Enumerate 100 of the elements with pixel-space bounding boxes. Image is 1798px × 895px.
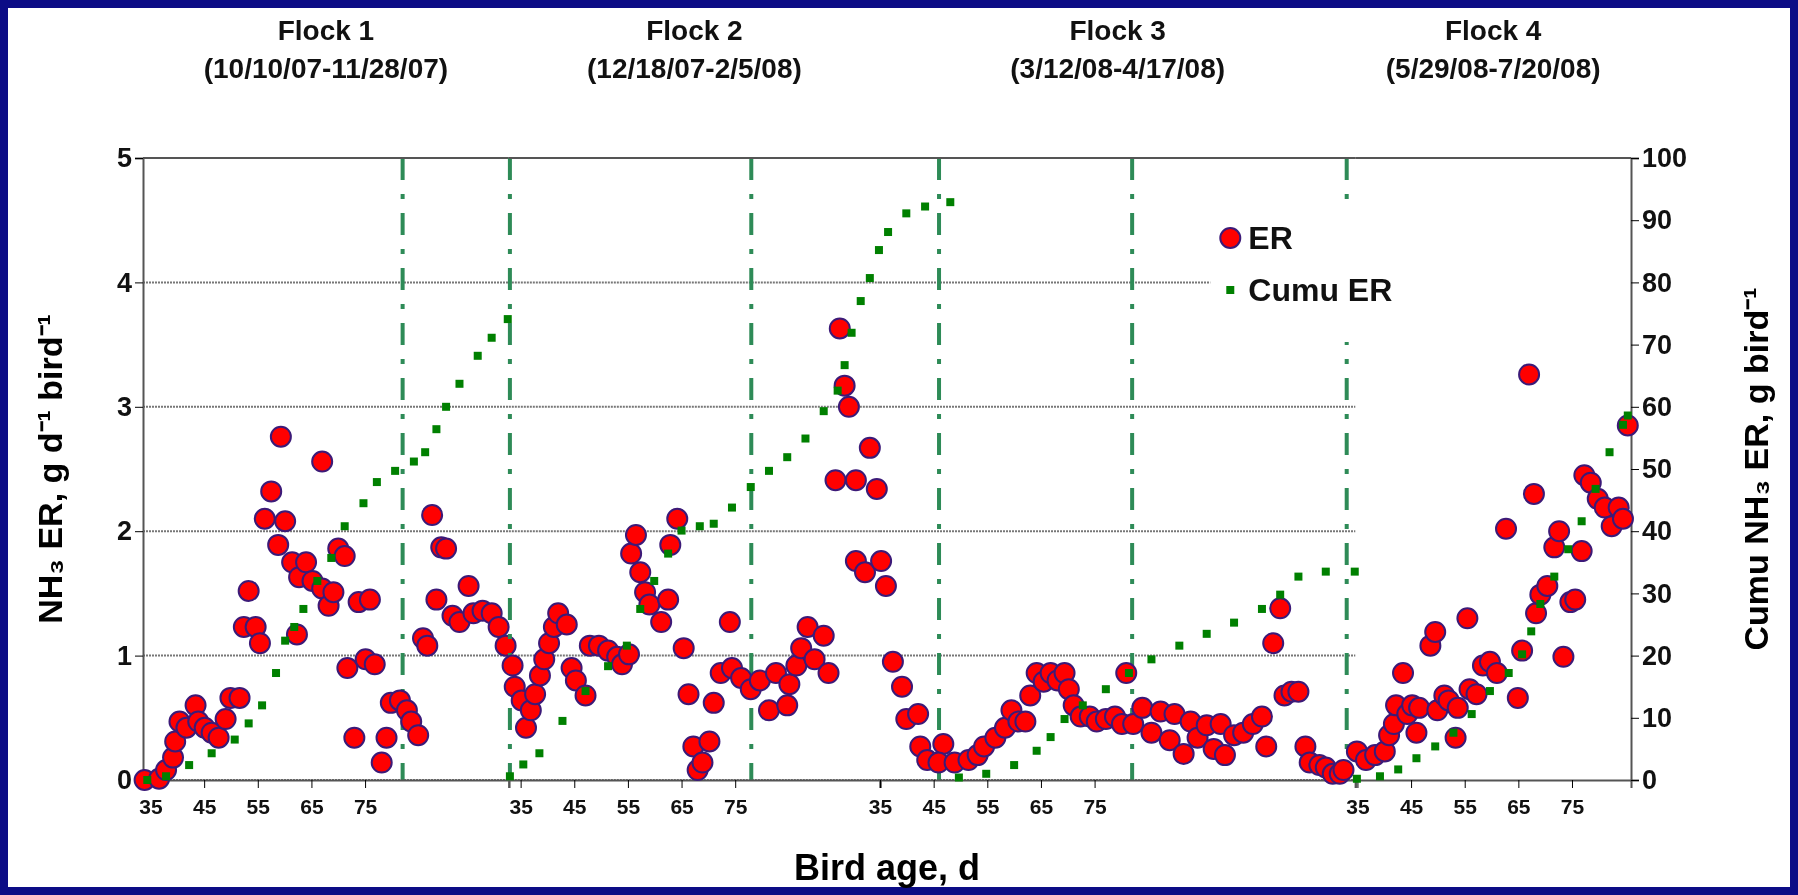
- point: [258, 701, 267, 710]
- point: [1518, 363, 1541, 386]
- point: [1577, 517, 1586, 526]
- x-tick-label: 35: [509, 795, 534, 819]
- point: [1032, 746, 1041, 755]
- point: [874, 246, 883, 255]
- point: [946, 198, 955, 207]
- point: [1431, 742, 1440, 751]
- point: [636, 604, 645, 613]
- legend-label: Cumu ER: [1248, 272, 1393, 308]
- point: [650, 576, 659, 585]
- y2-tick-label: 0: [1642, 765, 1658, 796]
- y2-tick-label: 30: [1642, 578, 1673, 609]
- point: [1446, 696, 1469, 719]
- point: [954, 773, 963, 782]
- point: [1392, 662, 1415, 685]
- y-tick-label: 5: [116, 143, 132, 174]
- x-tick-label: 55: [1453, 795, 1478, 819]
- point: [372, 478, 381, 487]
- point: [1564, 588, 1587, 611]
- point: [604, 662, 613, 671]
- x-tick-label: 45: [1399, 795, 1424, 819]
- point: [1175, 641, 1184, 650]
- point: [1467, 710, 1476, 719]
- point: [1424, 620, 1447, 643]
- x-tick-label: 65: [670, 795, 695, 819]
- point: [519, 760, 528, 769]
- point: [185, 761, 194, 770]
- point: [503, 315, 512, 324]
- point: [558, 716, 567, 725]
- point: [359, 499, 368, 508]
- point: [1485, 662, 1508, 685]
- point: [1591, 484, 1600, 493]
- point: [1412, 754, 1421, 763]
- point: [921, 202, 930, 211]
- point: [272, 669, 281, 678]
- point: [1350, 567, 1359, 576]
- chart-subtitle: (5/29/08-7/20/08): [1385, 53, 1601, 84]
- point: [1465, 683, 1488, 706]
- point: [1202, 629, 1211, 638]
- y2-tick-label: 10: [1642, 702, 1673, 733]
- x-axis-title: Bird age, d: [793, 847, 981, 888]
- y-tick-label: 3: [116, 391, 132, 422]
- point: [1101, 685, 1110, 694]
- y-axis-title: NH₃ ER, g d⁻¹ bird⁻¹: [31, 314, 69, 624]
- x-tick-label: 75: [353, 795, 378, 819]
- point: [340, 522, 349, 531]
- point: [1147, 655, 1156, 664]
- y2-tick-label: 40: [1642, 516, 1673, 547]
- x-tick-label: 55: [616, 795, 641, 819]
- point: [1506, 686, 1529, 709]
- point: [313, 576, 322, 585]
- y-tick-label: 4: [116, 267, 132, 298]
- point: [1230, 618, 1239, 627]
- point: [677, 526, 686, 535]
- point: [746, 483, 755, 492]
- point: [432, 425, 441, 434]
- point: [1352, 774, 1361, 783]
- point: [709, 519, 718, 528]
- x-tick-label: 55: [246, 795, 271, 819]
- point: [1536, 599, 1545, 608]
- chart-title: Flock 2: [646, 15, 743, 46]
- y2-tick-label: 90: [1642, 205, 1673, 236]
- chart-title: Flock 4: [1444, 15, 1542, 46]
- x-tick-label: 35: [868, 795, 893, 819]
- chart-title: Flock 1: [277, 15, 375, 46]
- point: [1536, 574, 1559, 597]
- point: [727, 503, 736, 512]
- point: [1485, 687, 1494, 696]
- point: [421, 448, 430, 457]
- point: [1548, 520, 1571, 543]
- chart-subtitle: (12/18/07-2/5/08): [587, 53, 802, 84]
- x-tick-label: 65: [1029, 795, 1054, 819]
- point: [1394, 765, 1403, 774]
- point: [1550, 572, 1559, 581]
- point: [290, 622, 299, 631]
- point: [1405, 721, 1428, 744]
- point: [1605, 448, 1614, 457]
- point: [1060, 715, 1069, 724]
- point: [1046, 733, 1055, 742]
- point: [819, 407, 828, 416]
- y2-tick-label: 100: [1642, 143, 1688, 174]
- point: [884, 228, 893, 237]
- x-tick-label: 55: [976, 795, 1000, 819]
- point: [162, 772, 171, 781]
- point: [1010, 761, 1019, 770]
- point: [833, 386, 842, 395]
- x-tick-label: 75: [1560, 795, 1585, 819]
- y2-tick-label: 70: [1642, 329, 1673, 360]
- point: [391, 466, 400, 475]
- point: [409, 457, 418, 466]
- point: [230, 735, 239, 744]
- chart-subtitle: (10/10/07-11/28/07): [203, 53, 449, 84]
- point: [1618, 420, 1627, 429]
- point: [505, 772, 514, 781]
- point: [1456, 607, 1479, 630]
- x-tick-label: 75: [1083, 795, 1108, 819]
- point: [442, 402, 451, 411]
- point: [1564, 545, 1573, 554]
- point: [695, 522, 704, 531]
